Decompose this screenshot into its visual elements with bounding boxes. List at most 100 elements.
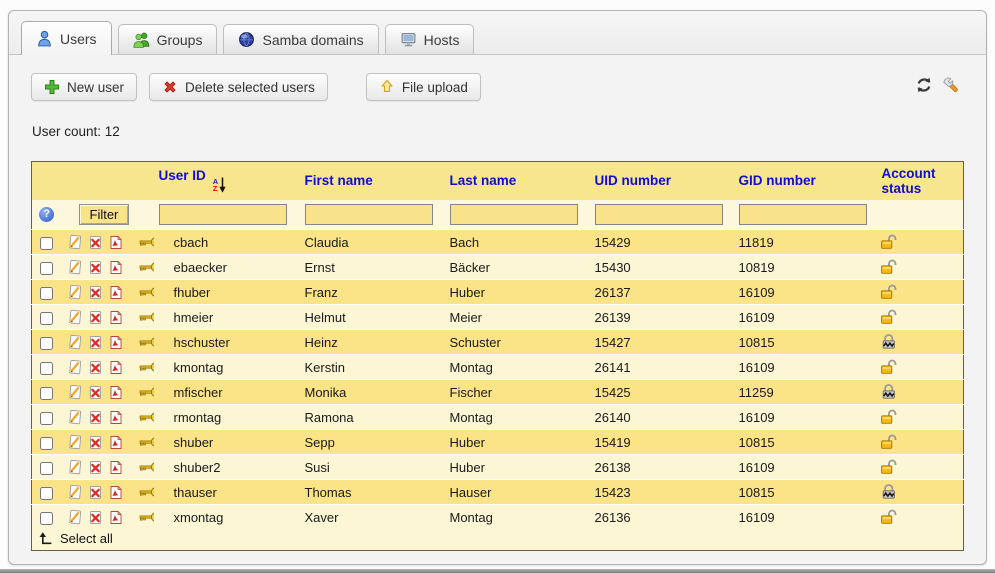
row-checkbox[interactable]	[40, 461, 54, 475]
filter-input-uid-number[interactable]	[594, 203, 723, 225]
row-checkbox[interactable]	[40, 386, 54, 400]
user-id-cell[interactable]: hschuster	[153, 329, 300, 355]
col-user-id[interactable]: User ID A Z	[153, 161, 300, 200]
pdf-icon[interactable]	[108, 235, 123, 250]
filter-button[interactable]: Filter	[78, 203, 130, 225]
edit-icon[interactable]	[67, 384, 83, 400]
select-all[interactable]: Select all	[38, 531, 113, 546]
delete-selected-users-button[interactable]: Delete selected users	[149, 73, 328, 101]
user-id-cell[interactable]: kmontag	[153, 354, 300, 380]
user-id-cell[interactable]: rmontag	[153, 404, 300, 430]
key-icon[interactable]	[139, 261, 154, 273]
edit-icon[interactable]	[67, 509, 83, 525]
user-id-cell[interactable]: hmeier	[153, 304, 300, 330]
filter-input-first-name[interactable]	[304, 203, 433, 225]
select-all-arrow-icon	[39, 531, 52, 544]
user-id-cell[interactable]: fhuber	[153, 279, 300, 305]
row-checkbox[interactable]	[40, 261, 54, 275]
key-icon[interactable]	[139, 386, 154, 398]
key-icon[interactable]	[139, 361, 154, 373]
user-id-cell[interactable]: xmontag	[153, 504, 300, 530]
user-id-cell[interactable]: mfischer	[153, 379, 300, 405]
delete-icon[interactable]	[88, 510, 103, 525]
edit-icon[interactable]	[67, 309, 83, 325]
user-id-cell[interactable]: shuber	[153, 429, 300, 455]
edit-icon[interactable]	[67, 484, 83, 500]
pdf-icon[interactable]	[108, 435, 123, 450]
row-checkbox[interactable]	[40, 286, 54, 300]
tab-users[interactable]: Users	[21, 21, 112, 55]
edit-icon[interactable]	[67, 284, 83, 300]
row-checkbox[interactable]	[40, 336, 54, 350]
pdf-icon[interactable]	[108, 285, 123, 300]
pdf-icon[interactable]	[108, 410, 123, 425]
col-account-status[interactable]: Account status	[876, 161, 964, 200]
row-checkbox[interactable]	[40, 411, 54, 425]
user-id-cell[interactable]: ebaecker	[153, 254, 300, 280]
key-icon[interactable]	[139, 336, 154, 348]
row-checkbox[interactable]	[40, 436, 54, 450]
delete-icon[interactable]	[88, 360, 103, 375]
filter-input-user-id[interactable]	[158, 203, 287, 225]
pdf-icon[interactable]	[108, 510, 123, 525]
wrench-icon[interactable]	[942, 76, 960, 94]
delete-icon[interactable]	[88, 435, 103, 450]
delete-icon[interactable]	[88, 260, 103, 275]
filter-input-gid-number[interactable]	[738, 203, 867, 225]
pdf-icon[interactable]	[108, 485, 123, 500]
row-checkbox[interactable]	[40, 511, 54, 525]
col-uid-number[interactable]: UID number	[589, 161, 734, 200]
key-icon[interactable]	[139, 486, 154, 498]
gid-number-cell: 16109	[733, 304, 877, 330]
tab-hosts[interactable]: Hosts	[384, 24, 475, 54]
edit-icon[interactable]	[67, 409, 83, 425]
refresh-icon[interactable]	[915, 76, 933, 94]
key-icon[interactable]	[139, 411, 154, 423]
pdf-icon[interactable]	[108, 385, 123, 400]
tab-groups[interactable]: Groups	[117, 24, 218, 54]
new-user-button[interactable]: New user	[31, 73, 138, 101]
pdf-icon[interactable]	[108, 310, 123, 325]
delete-icon[interactable]	[88, 410, 103, 425]
pdf-icon[interactable]	[108, 260, 123, 275]
pdf-icon[interactable]	[108, 360, 123, 375]
file-upload-button[interactable]: File upload	[365, 73, 481, 101]
edit-icon[interactable]	[67, 359, 83, 375]
row-checkbox[interactable]	[40, 361, 54, 375]
col-last-name[interactable]: Last name	[444, 161, 590, 200]
delete-icon[interactable]	[88, 335, 103, 350]
user-id-cell[interactable]: thauser	[153, 479, 300, 505]
key-icon[interactable]	[139, 511, 154, 523]
user-id-cell[interactable]: cbach	[153, 229, 300, 255]
delete-icon[interactable]	[88, 460, 103, 475]
col-gid-number[interactable]: GID number	[733, 161, 877, 200]
edit-icon[interactable]	[67, 234, 83, 250]
delete-icon[interactable]	[88, 385, 103, 400]
row-checkbox[interactable]	[40, 311, 54, 325]
edit-icon[interactable]	[67, 259, 83, 275]
gid-number-cell: 11819	[733, 229, 877, 255]
help-icon[interactable]: ?	[39, 206, 55, 222]
key-icon[interactable]	[139, 436, 154, 448]
delete-icon[interactable]	[88, 285, 103, 300]
pdf-icon[interactable]	[108, 335, 123, 350]
delete-icon[interactable]	[88, 485, 103, 500]
edit-icon[interactable]	[67, 434, 83, 450]
row-checkbox[interactable]	[40, 486, 54, 500]
delete-icon[interactable]	[88, 310, 103, 325]
delete-icon[interactable]	[88, 235, 103, 250]
pdf-icon[interactable]	[108, 460, 123, 475]
col-first-name[interactable]: First name	[299, 161, 445, 200]
filter-input-last-name[interactable]	[449, 203, 578, 225]
key-icon[interactable]	[139, 311, 154, 323]
row-checkbox[interactable]	[40, 236, 54, 250]
tab-samba-domains[interactable]: Samba domains	[223, 24, 379, 54]
edit-icon[interactable]	[67, 459, 83, 475]
edit-icon[interactable]	[67, 334, 83, 350]
key-icon[interactable]	[139, 461, 154, 473]
key-icon[interactable]	[139, 236, 154, 248]
key-icon[interactable]	[139, 286, 154, 298]
user-id-cell[interactable]: shuber2	[153, 454, 300, 480]
uid-number-cell: 26138	[589, 454, 734, 480]
